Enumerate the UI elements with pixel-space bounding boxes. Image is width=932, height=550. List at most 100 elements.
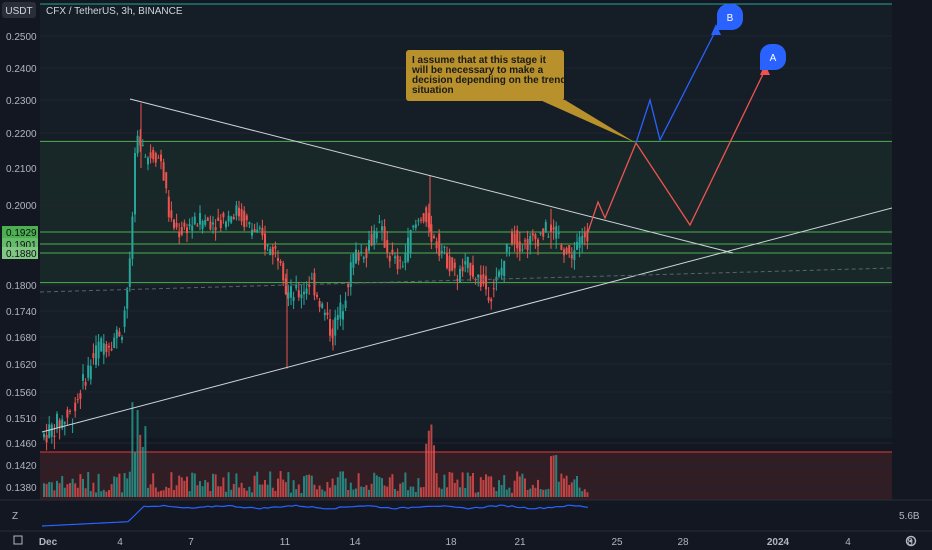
volume-bar <box>186 476 188 497</box>
candle-body <box>563 249 565 256</box>
candle-body <box>472 265 474 277</box>
volume-bar <box>209 491 212 497</box>
candle-body <box>498 271 500 277</box>
gear-icon[interactable] <box>905 535 917 547</box>
currency-badge[interactable] <box>2 2 36 18</box>
candle-body <box>401 265 404 267</box>
volume-bar <box>193 473 196 497</box>
volume-bar <box>344 478 347 497</box>
candle-body <box>178 231 181 238</box>
volume-bar <box>225 491 227 497</box>
candle-body <box>381 226 383 231</box>
volume-bar <box>274 490 277 497</box>
oscillator-value-label: 5.6B <box>899 511 920 522</box>
price-tick-label: 0.2000 <box>6 201 37 212</box>
volume-bar <box>199 481 201 497</box>
volume-bar <box>308 474 311 497</box>
candle-body <box>544 222 547 232</box>
volume-bar <box>269 471 272 497</box>
candle-body <box>188 224 191 227</box>
candle-body <box>568 245 571 254</box>
volume-bar <box>303 476 305 497</box>
volume-bar <box>339 471 342 497</box>
candle-body <box>518 241 521 252</box>
volume-bar <box>417 478 420 497</box>
candle-body <box>555 226 558 239</box>
candle-body <box>344 300 347 308</box>
candle-body <box>407 237 409 262</box>
volume-bar <box>149 484 152 497</box>
candle-body <box>84 381 87 386</box>
z-button[interactable]: Z <box>12 511 18 522</box>
candle-body <box>388 255 391 262</box>
candle-body <box>417 220 420 222</box>
volume-bar <box>563 478 565 497</box>
box-icon[interactable] <box>13 535 23 545</box>
candle-body <box>531 233 534 236</box>
volume-bar <box>552 455 555 497</box>
candle-body <box>487 297 490 301</box>
candle-body <box>232 216 235 219</box>
price-tick-label: 0.2100 <box>6 164 37 175</box>
candle-body <box>583 232 586 238</box>
volume-bar <box>388 477 391 497</box>
volume-bar <box>243 488 246 497</box>
volume-bar <box>544 489 547 497</box>
candle-body <box>74 402 77 412</box>
price-axis[interactable]: 0.2500 0.2400 0.2300 0.2200 0.2100 0.2000 0.18… <box>6 32 37 494</box>
candle-body <box>394 256 396 259</box>
scenario-b-badge[interactable]: B <box>717 4 743 30</box>
price-tick-label: 0.1680 <box>6 333 37 344</box>
candle-body <box>524 240 526 242</box>
volume-bar <box>329 487 331 497</box>
volume-bar <box>261 484 264 497</box>
scenario-a-path <box>587 69 766 233</box>
volume-bar <box>433 445 435 497</box>
candle-body <box>227 215 230 222</box>
volume-bar <box>245 490 248 497</box>
volume-bar <box>219 486 222 497</box>
candle-body <box>292 297 295 301</box>
volume-bar <box>144 426 147 497</box>
price-tick-label: 0.2200 <box>6 129 37 140</box>
candle-body <box>131 216 134 259</box>
scenario-a-badge[interactable]: A <box>760 44 786 70</box>
volume-bar <box>50 482 53 497</box>
candle-body <box>147 157 149 165</box>
volume-bar <box>43 483 45 497</box>
price-tick-label: 0.2500 <box>6 32 37 43</box>
candle-body <box>500 267 503 276</box>
candle-body <box>459 268 461 283</box>
volume-bar <box>248 486 251 497</box>
candle-body <box>430 224 433 242</box>
volume-bar <box>92 482 95 497</box>
candle-body <box>186 227 188 234</box>
volume-bar <box>71 478 74 497</box>
candle-body <box>513 233 516 244</box>
volume-bar <box>435 473 438 497</box>
candle-body <box>466 256 469 269</box>
candle-body <box>121 337 123 340</box>
volume-bar <box>253 475 256 497</box>
volume-bar <box>513 480 516 497</box>
time-axis[interactable]: Dec 4 7 11 14 18 21 25 28 2024 4 8 <box>39 537 913 548</box>
candle-body <box>448 256 451 272</box>
scenario-b-path <box>635 29 717 144</box>
volume-bar <box>115 477 118 497</box>
candle-body <box>110 348 113 351</box>
candle-body <box>539 232 542 234</box>
volume-bar <box>113 476 116 497</box>
candle-body <box>342 311 344 320</box>
volume-bar <box>165 486 168 497</box>
candle-body <box>334 317 337 336</box>
volume-bar <box>573 479 576 497</box>
volume-bar <box>284 482 287 497</box>
price-tag-label: 0.1929 <box>6 228 37 239</box>
candle-body <box>365 248 368 258</box>
volume-bar <box>495 490 498 497</box>
volume-bar <box>63 487 66 497</box>
price-tag <box>2 247 38 259</box>
price-tick-label: 0.1510 <box>6 414 37 425</box>
